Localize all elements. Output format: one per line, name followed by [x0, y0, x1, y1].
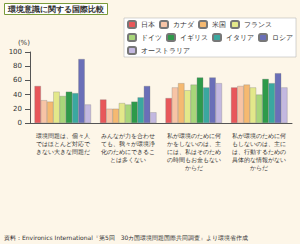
svg-text:は、行動するための: は、行動するための: [232, 148, 286, 156]
svg-text:もしないのは、主に: もしないのは、主に: [232, 140, 286, 148]
svg-text:日本: 日本: [141, 21, 155, 29]
svg-text:0: 0: [18, 119, 22, 127]
svg-text:とは多くない: とは多くない: [110, 156, 146, 164]
svg-text:ても、我々が環境浄: ても、我々が環境浄: [101, 140, 155, 147]
svg-text:20: 20: [13, 105, 22, 113]
svg-text:(%): (%): [18, 39, 30, 47]
svg-text:ロシア: ロシア: [272, 34, 293, 42]
svg-text:オーストラリア: オーストラリア: [141, 47, 190, 55]
svg-text:100: 100: [9, 48, 22, 56]
svg-text:具体的な情報がない: 具体的な情報がない: [232, 156, 286, 164]
svg-text:からだ: からだ: [250, 164, 268, 171]
svg-text:資料：Environics International『第5: 資料：Environics International『第5回 30カ国環境問題…: [4, 234, 248, 242]
svg-text:からだ: からだ: [185, 164, 203, 171]
svg-text:みんなが力を合わせ: みんなが力を合わせ: [101, 132, 155, 140]
svg-text:環境問題は、個々人: 環境問題は、個々人: [36, 132, 90, 139]
svg-text:60: 60: [13, 76, 22, 84]
svg-text:かをしないのは、主: かをしないのは、主: [167, 140, 221, 148]
svg-text:化のためにできるこ: 化のためにできるこ: [101, 148, 155, 156]
svg-text:ドイツ: ドイツ: [141, 34, 162, 42]
svg-text:イタリア: イタリア: [226, 34, 254, 42]
svg-text:には、私はそのため: には、私はそのため: [167, 148, 221, 156]
svg-text:フランス: フランス: [244, 21, 272, 29]
svg-text:40: 40: [13, 91, 22, 99]
svg-text:イギリス: イギリス: [180, 34, 208, 42]
svg-text:環境意識に関する国際比較: 環境意識に関する国際比較: [7, 4, 105, 14]
svg-text:私が環境のために何: 私が環境のために何: [232, 132, 286, 139]
svg-text:米国: 米国: [212, 21, 226, 29]
svg-text:の時間もお金もない: の時間もお金もない: [167, 156, 221, 164]
svg-text:80: 80: [13, 62, 22, 70]
svg-text:ではほとんど対応で: ではほとんど対応で: [36, 140, 91, 147]
svg-text:私が環境のために何: 私が環境のために何: [167, 132, 221, 139]
svg-text:カナダ: カナダ: [173, 21, 195, 29]
svg-text:きない大きな問題だ: きない大きな問題だ: [36, 148, 90, 156]
